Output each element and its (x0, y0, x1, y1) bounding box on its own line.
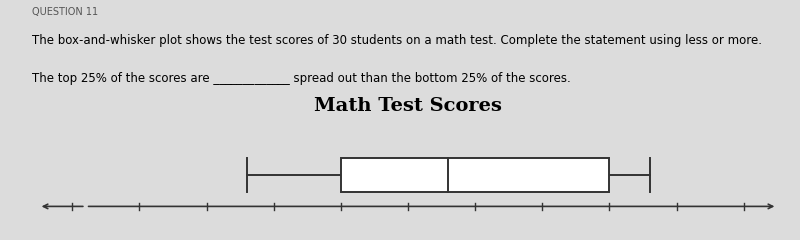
Title: Math Test Scores: Math Test Scores (314, 97, 502, 115)
Bar (341, 158, 610, 192)
Text: QUESTION 11: QUESTION 11 (32, 7, 98, 17)
Text: The box-and-whisker plot shows the test scores of 30 students on a math test. Co: The box-and-whisker plot shows the test … (32, 34, 762, 47)
Text: The top 25% of the scores are _____________ spread out than the bottom 25% of th: The top 25% of the scores are __________… (32, 72, 570, 85)
